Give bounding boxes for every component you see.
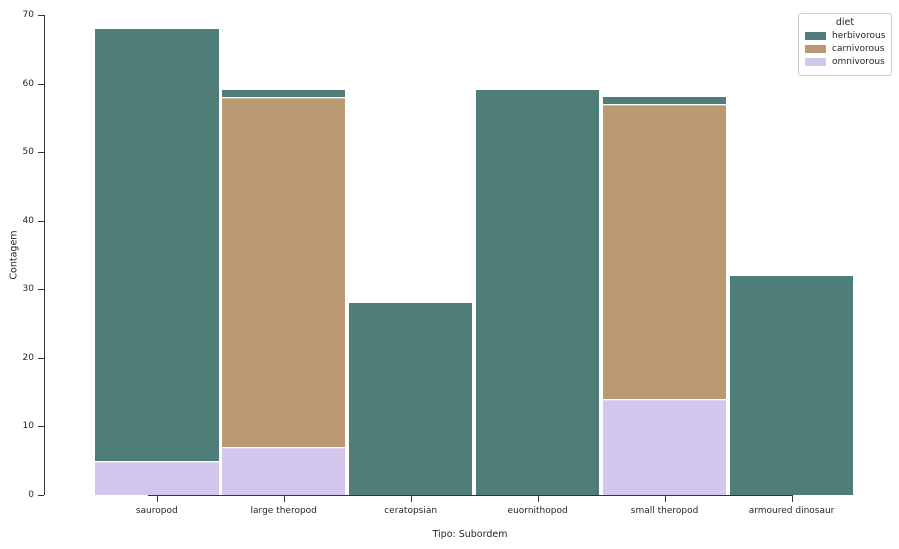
legend-swatch-omnivorous — [805, 58, 826, 66]
y-tick-label: 70 — [22, 10, 34, 20]
x-axis-title: Tipo: Subordem — [432, 529, 508, 540]
x-tick-label-ceratopsian: ceratopsian — [384, 506, 438, 516]
y-tick — [38, 152, 44, 154]
x-tick-label-euornithopod: euornithopod — [507, 506, 568, 516]
y-tick-label: 30 — [22, 284, 34, 295]
legend-title: diet — [835, 17, 855, 28]
y-tick-label: 40 — [22, 215, 34, 226]
y-axis-spine — [44, 15, 45, 495]
y-tick — [38, 83, 44, 85]
y-tick — [38, 220, 44, 222]
bar-segment-large-theropod-omnivorous — [221, 447, 346, 495]
bar-segment-large-theropod-herbivorous — [221, 90, 346, 98]
bar-segment-euornithopod-herbivorous — [475, 90, 600, 495]
x-tick — [156, 496, 158, 502]
x-axis-spine — [147, 495, 793, 496]
legend-row-omnivorous: omnivorous — [805, 57, 885, 67]
x-tick-label-small-theropod: small theropod — [630, 506, 699, 516]
legend-row-carnivorous: carnivorous — [805, 44, 885, 54]
legend-row-herbivorous: herbivorous — [805, 31, 885, 41]
x-tick-label-large-theropod: large theropod — [250, 506, 317, 516]
y-tick-label: 0 — [28, 490, 34, 500]
y-tick — [38, 495, 44, 496]
legend-label-herbivorous: herbivorous — [832, 31, 886, 41]
y-tick — [38, 15, 44, 16]
legend-label-omnivorous: omnivorous — [832, 57, 885, 67]
x-tick-label-armoured-dinosaur: armoured dinosaur — [748, 506, 835, 516]
legend-swatch-herbivorous — [805, 32, 826, 40]
y-tick — [38, 426, 44, 428]
x-tick — [664, 496, 666, 502]
y-tick — [38, 357, 44, 359]
x-tick — [537, 496, 539, 502]
x-tick — [410, 496, 412, 502]
legend-entries: herbivorous carnivorous omnivorous — [805, 31, 885, 67]
legend: diet herbivorous carnivorous omnivorous — [798, 13, 892, 76]
y-tick-label: 50 — [22, 147, 34, 158]
y-tick-label: 20 — [22, 352, 34, 363]
bar-segment-small-theropod-omnivorous — [602, 399, 727, 495]
bar-segment-large-theropod-carnivorous — [221, 97, 346, 447]
legend-label-carnivorous: carnivorous — [832, 44, 885, 54]
bar-segment-sauropod-herbivorous — [95, 28, 219, 461]
bar-segment-small-theropod-herbivorous — [602, 97, 727, 105]
y-tick-label: 60 — [22, 78, 34, 89]
bar-segment-armoured-dinosaur-herbivorous — [729, 275, 854, 495]
x-tick — [791, 496, 793, 502]
x-tick — [283, 496, 285, 502]
x-tick-label-sauropod: sauropod — [135, 506, 178, 516]
bar-segment-small-theropod-carnivorous — [602, 104, 727, 399]
bar-segment-sauropod-omnivorous — [95, 460, 219, 495]
bar-segment-ceratopsian-herbivorous — [348, 303, 473, 495]
y-tick — [38, 289, 44, 291]
y-tick-label: 10 — [22, 421, 34, 432]
legend-swatch-carnivorous — [805, 45, 826, 53]
y-axis-title: Contagem — [8, 230, 20, 280]
